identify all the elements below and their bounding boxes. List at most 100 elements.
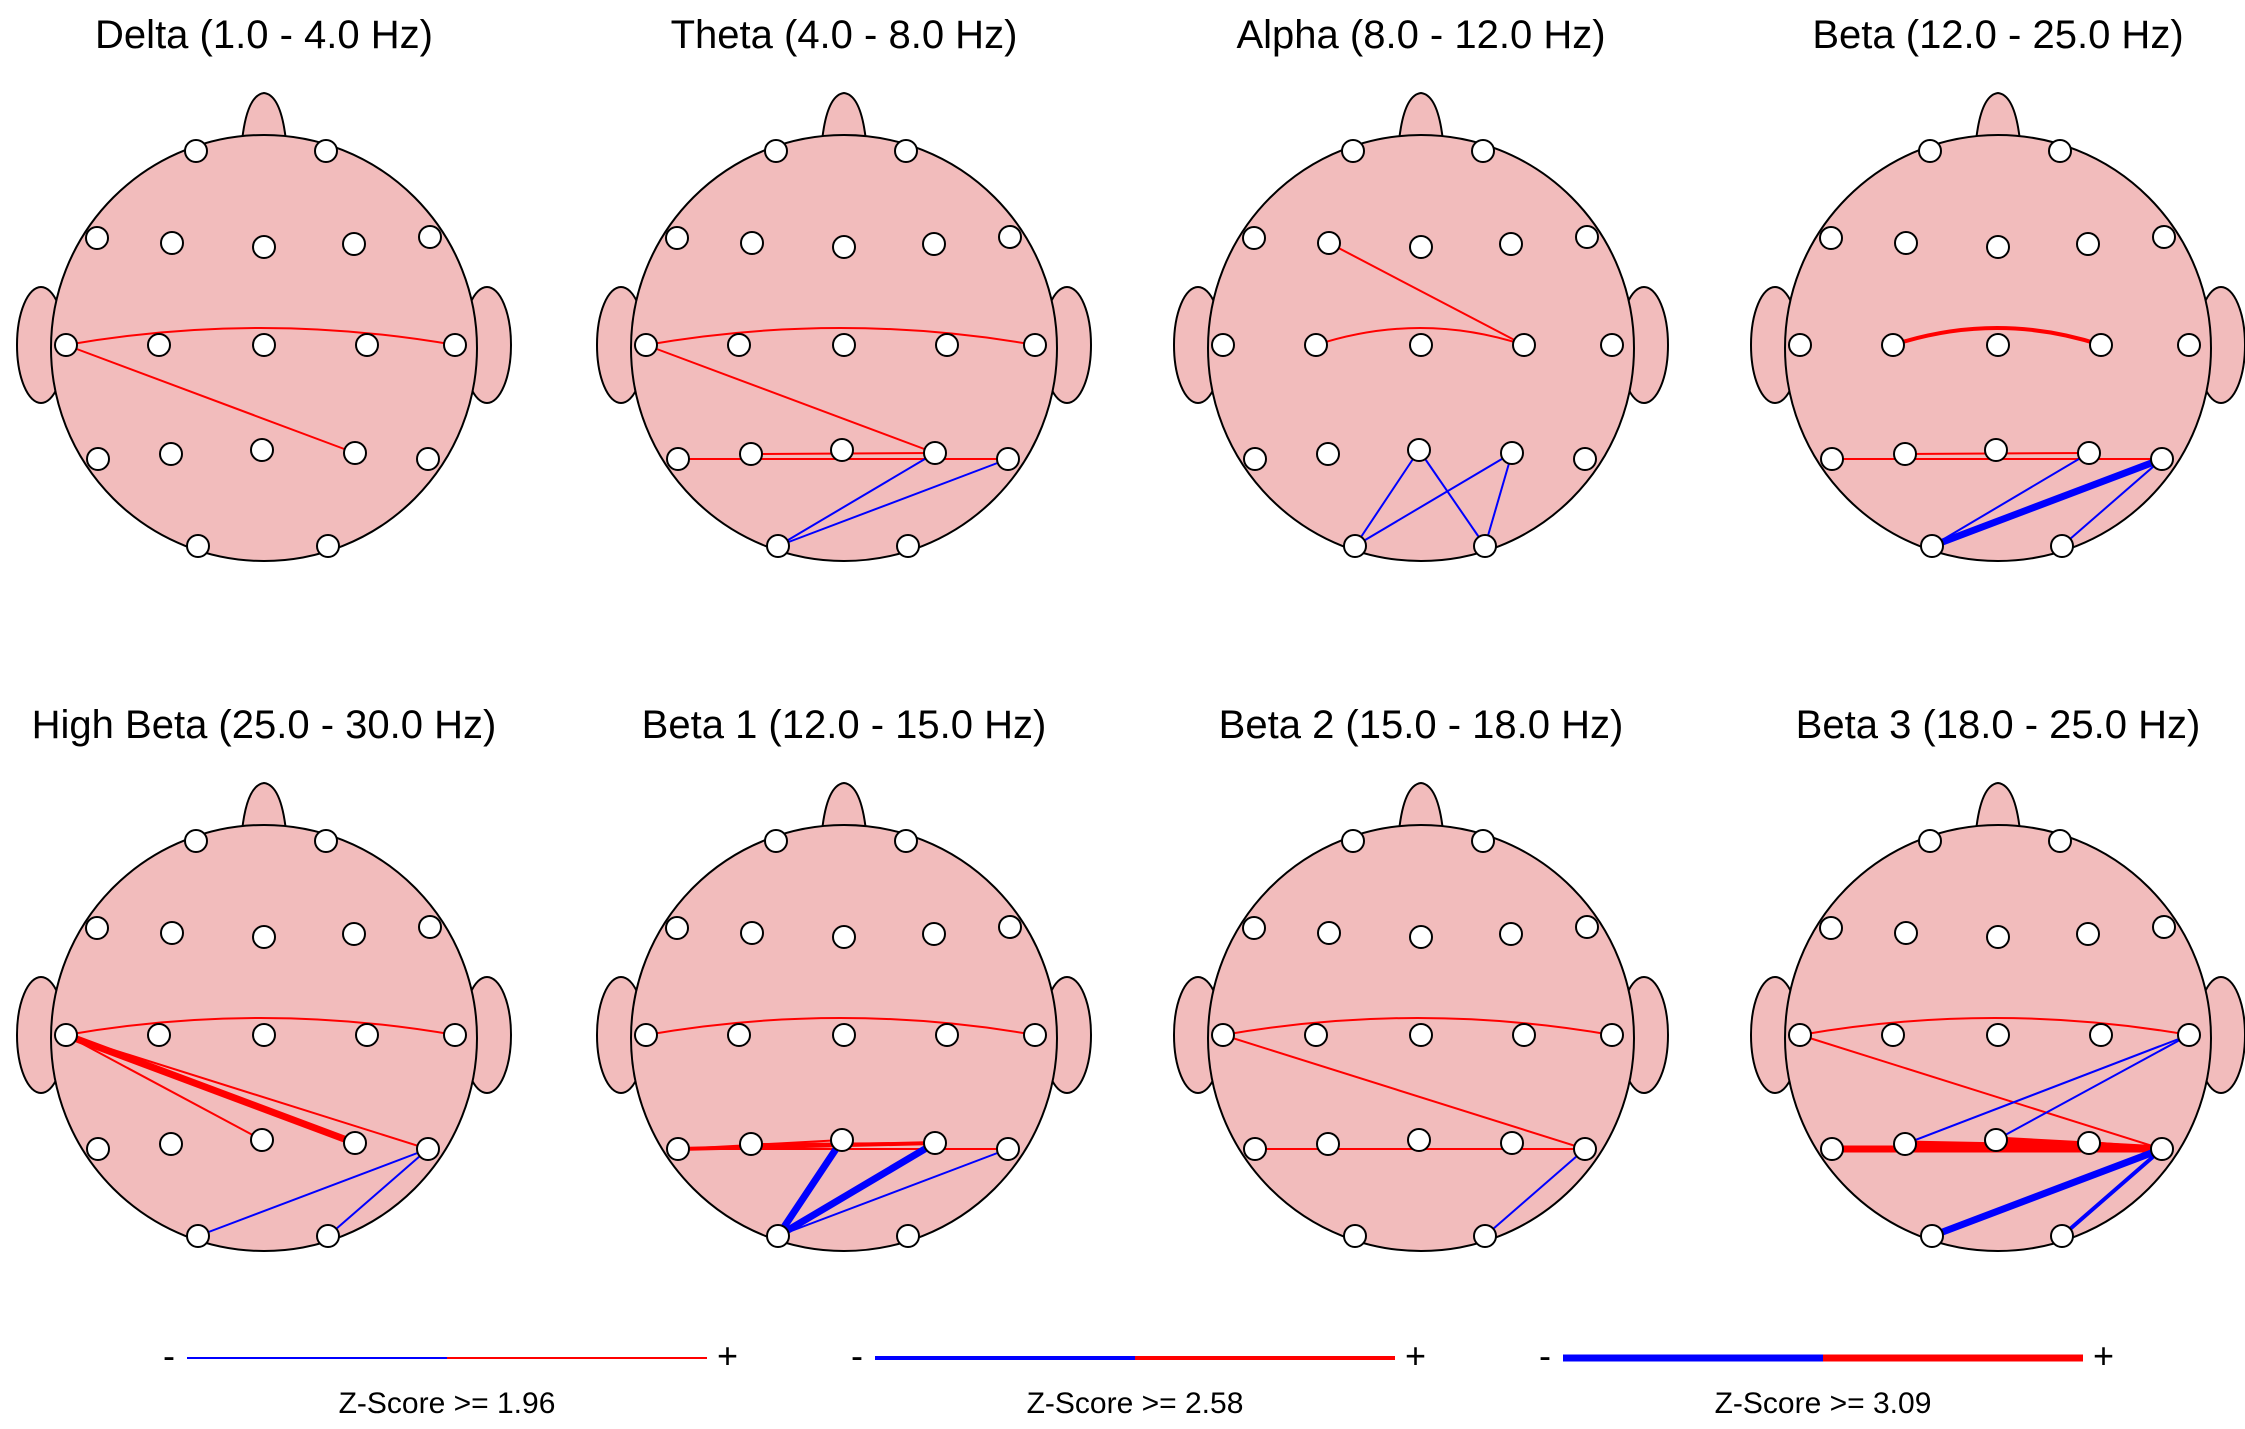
panel-title: Beta 1 (12.0 - 15.0 Hz) [642,703,1047,747]
electrode-pz [1407,1128,1431,1152]
electrode-f3 [740,921,764,945]
connection-o2-t6 [2061,458,2163,547]
electrode-p4 [1500,441,1524,465]
electrode-fp1 [184,139,208,163]
electrode-f7 [665,916,689,940]
electrode-f7 [1819,916,1843,940]
electrode-f4 [922,232,946,256]
connection-o1-p4 [776,1139,937,1240]
electrode-fp1 [764,139,788,163]
electrode-cz [1986,1023,2010,1047]
electrode-t3 [1211,1023,1235,1047]
electrode-fp2 [2048,139,2072,163]
electrode-o2 [2050,1224,2074,1248]
connection-f3-c4 [1328,242,1525,346]
connection-c3-c4 [1315,327,1525,346]
electrode-pz [830,438,854,462]
electrode-f7 [1242,916,1266,940]
head-map-panel: Theta (4.0 - 8.0 Hz) [596,13,1092,562]
electrode-fz [832,235,856,259]
connection-pz-o2 [1418,449,1486,547]
connection-o2-t6 [1484,1148,1586,1237]
electrode-fp2 [1471,829,1495,853]
connection-pz-t4 [1995,1034,2190,1141]
legend-plus: + [2093,1335,2114,1376]
electrode-pz [1984,438,2008,462]
connection-t3-t6 [65,1034,429,1150]
panel-title: Beta 3 (18.0 - 25.0 Hz) [1796,703,2201,747]
electrode-p3 [739,1132,763,1156]
electrode-fz [252,925,276,949]
electrode-t5 [1820,447,1844,471]
connection-p3-t4 [1904,1034,2190,1145]
electrode-f4 [342,922,366,946]
electrode-c3 [1304,333,1328,357]
panel-title: High Beta (25.0 - 30.0 Hz) [32,703,497,747]
electrode-f3 [1317,231,1341,255]
electrode-o1 [766,1224,790,1248]
electrode-t6 [1573,447,1597,471]
electrode-o1 [1920,534,1944,558]
nose-shape [240,781,288,832]
electrode-cz [252,333,276,357]
electrode-f4 [922,922,946,946]
electrode-pz [250,438,274,462]
panel-title: Delta (1.0 - 4.0 Hz) [95,13,433,57]
electrode-fp2 [314,139,338,163]
legend-plus: + [717,1335,738,1376]
electrode-c3 [147,333,171,357]
legend-minus: - [1539,1335,1551,1376]
electrode-t6 [2150,447,2174,471]
legend-minus: - [851,1335,863,1376]
electrode-cz [832,1023,856,1047]
electrode-fp1 [184,829,208,853]
electrode-cz [1409,1023,1433,1047]
head-map-panel: Alpha (8.0 - 12.0 Hz) [1173,13,1669,562]
electrode-f8 [998,225,1022,249]
connection-t3-t4 [645,1017,1036,1036]
electrode-fz [1409,235,1433,259]
electrode-t6 [416,1137,440,1161]
electrode-c4 [2089,1023,2113,1047]
electrode-p3 [1893,1132,1917,1156]
electrode-pz [1407,438,1431,462]
electrode-p4 [343,1131,367,1155]
electrode-t4 [1600,333,1624,357]
electrode-c3 [727,1023,751,1047]
nose-shape [820,781,868,832]
electrode-t6 [996,447,1020,471]
electrode-p3 [739,442,763,466]
electrode-fp2 [1471,139,1495,163]
electrode-c4 [2089,333,2113,357]
electrode-t3 [634,1023,658,1047]
electrode-t3 [54,1023,78,1047]
nose-shape [1397,91,1445,142]
electrode-c4 [1512,1023,1536,1047]
connection-o1-pz [775,1138,845,1238]
electrode-f8 [418,225,442,249]
electrode-o1 [1343,534,1367,558]
electrode-o2 [2050,534,2074,558]
electrode-cz [1409,333,1433,357]
connection-t3-t4 [1222,1017,1613,1036]
electrode-p3 [159,442,183,466]
electrode-t4 [1023,333,1047,357]
electrode-o1 [1343,1224,1367,1248]
electrode-c3 [1881,333,1905,357]
electrode-t5 [1243,447,1267,471]
electrode-o2 [1473,534,1497,558]
electrode-t3 [1788,333,1812,357]
electrode-f4 [2076,922,2100,946]
electrode-t4 [2177,333,2201,357]
electrode-fp1 [1918,139,1942,163]
zscore-legend: - + Z-Score >= 1.96 [163,1335,738,1420]
connection-t3-t6 [1222,1034,1586,1150]
legend-plus: + [1405,1335,1426,1376]
electrode-f4 [2076,232,2100,256]
electrode-p3 [159,1132,183,1156]
electrode-fp1 [1341,139,1365,163]
electrode-f8 [418,915,442,939]
electrode-fp2 [894,829,918,853]
legend-minus: - [163,1335,175,1376]
